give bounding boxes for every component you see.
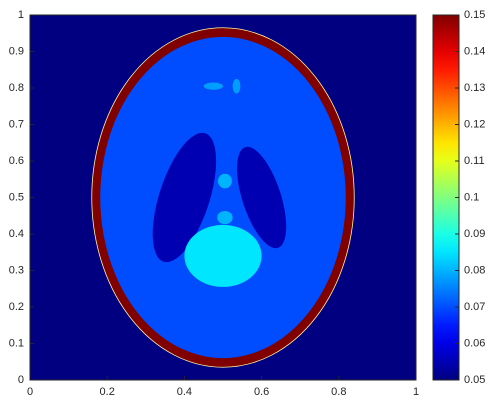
region xyxy=(237,146,287,249)
colorbar-tick-label: 0.13 xyxy=(464,82,485,94)
y-tick-label: 0.6 xyxy=(9,155,24,167)
colorbar-tick-label: 0.1 xyxy=(464,191,479,203)
region xyxy=(100,36,346,359)
y-tick-label: 1 xyxy=(18,9,24,21)
colorbar xyxy=(432,14,460,381)
colorbar-tick-label: 0.07 xyxy=(464,301,485,313)
region xyxy=(152,132,217,263)
plot-area xyxy=(30,15,416,380)
y-tick-label: 0.7 xyxy=(9,118,24,130)
colorbar-tick-label: 0.14 xyxy=(464,45,485,57)
y-tick-label: 0.8 xyxy=(9,82,24,94)
x-tick-label: 0.8 xyxy=(331,386,346,398)
y-tick-label: 0.1 xyxy=(9,337,24,349)
colorbar-tick-label: 0.15 xyxy=(464,9,485,21)
colorbar-tick-label: 0.08 xyxy=(464,264,485,276)
region xyxy=(184,224,262,287)
colorbar-tick-label: 0.12 xyxy=(464,118,485,130)
region xyxy=(203,82,224,90)
y-tick-label: 0.2 xyxy=(9,301,24,313)
region xyxy=(217,211,233,225)
colorbar-tick-label: 0.09 xyxy=(464,228,485,240)
colorbar-tick-label: 0.11 xyxy=(464,155,485,167)
x-tick-label: 0 xyxy=(27,386,33,398)
colorbar-tick-label: 0.06 xyxy=(464,337,485,349)
y-tick-label: 0 xyxy=(18,374,24,386)
y-tick-label: 0.3 xyxy=(9,264,24,276)
region xyxy=(217,173,232,189)
x-tick-label: 0.2 xyxy=(100,386,115,398)
x-tick-label: 0.4 xyxy=(177,386,192,398)
x-tick-label: 1 xyxy=(413,386,419,398)
region xyxy=(232,78,241,94)
x-tick-label: 0.6 xyxy=(254,386,269,398)
y-tick-label: 0.4 xyxy=(9,228,24,240)
y-tick-label: 0.9 xyxy=(9,45,24,57)
y-tick-label: 0.5 xyxy=(9,191,24,203)
colorbar-tick-label: 0.05 xyxy=(464,374,485,386)
